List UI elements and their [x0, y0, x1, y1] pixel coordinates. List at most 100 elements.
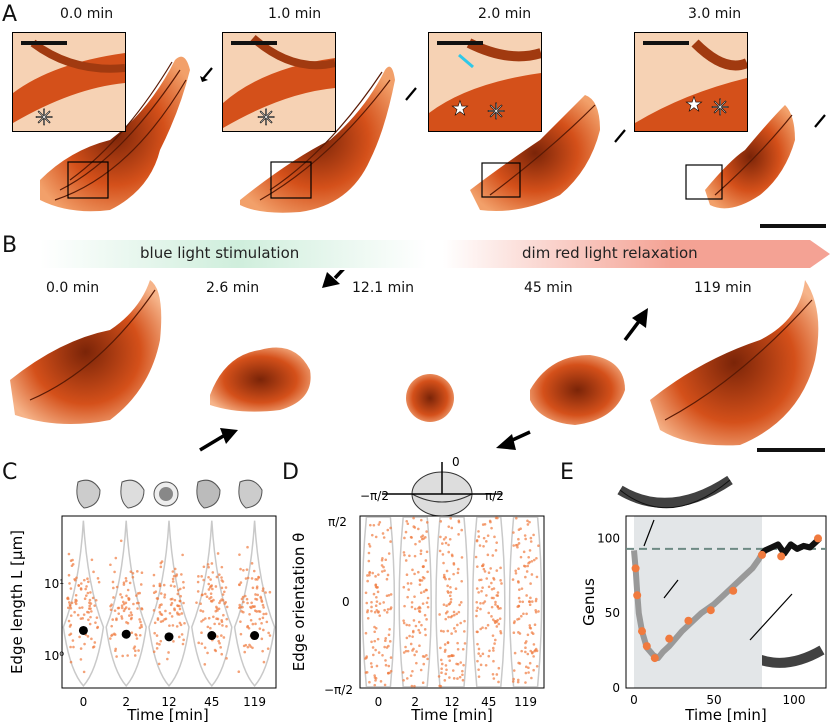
panel-d-point [483, 570, 487, 573]
panel-d-point [383, 645, 386, 649]
panel-d-point [517, 567, 520, 571]
panel-d-point [452, 561, 456, 565]
panel-c-point [182, 580, 185, 584]
panel-d-point [478, 544, 482, 547]
panel-d-point [529, 540, 533, 543]
panel-d-point [370, 600, 373, 604]
panel-d-point [529, 626, 533, 630]
panel-d-point [526, 564, 530, 568]
panel-b-cell-1 [210, 347, 311, 412]
panel-d-point [366, 579, 369, 583]
panel-d-violin-0 [361, 516, 396, 688]
panel-d-point [484, 626, 488, 630]
panel-d-point [383, 683, 387, 687]
panel-c-point [209, 626, 212, 630]
panel-c-point [82, 670, 86, 674]
panel-d-point [474, 555, 478, 559]
panel-d-point [442, 630, 445, 633]
panel-d-point [498, 617, 502, 620]
panel-d-point [535, 649, 539, 653]
panel-d-point [423, 613, 427, 617]
panel-c-point [138, 633, 142, 637]
panel-d-point [517, 542, 521, 545]
panel-d-point [489, 567, 492, 570]
panel-d-point [424, 633, 427, 637]
panel-c-point [68, 633, 71, 637]
panel-d-point [420, 623, 423, 627]
panel-c-point [92, 570, 95, 574]
panel-d-point [382, 601, 385, 604]
panel-d-point [444, 577, 447, 581]
panel-d-point [526, 633, 530, 637]
panel-c-xtick-2: 12 [161, 695, 176, 709]
panel-d-point [463, 619, 466, 623]
panel-d-point [496, 604, 499, 608]
panel-d-point [441, 542, 444, 545]
panel-d-xtick-0: 0 [375, 695, 383, 709]
panel-c-point [202, 565, 206, 569]
panel-c-xtick-3: 45 [204, 695, 219, 709]
panel-d-point [443, 643, 447, 646]
panel-d-point [366, 616, 370, 620]
panel-d-point [425, 530, 428, 533]
panel-d-point [477, 535, 481, 538]
panel-c-point [241, 595, 245, 599]
panel-c-point [81, 617, 84, 620]
panel-c-point [254, 578, 257, 581]
panel-d-point [370, 533, 374, 537]
panel-d-point [417, 570, 420, 574]
panel-c-point [250, 577, 254, 580]
panel-c-point [138, 618, 141, 621]
panel-d-point [413, 572, 416, 576]
panel-c-point [97, 580, 101, 584]
panel-d-point [524, 665, 528, 669]
panel-d-point [422, 576, 426, 580]
panel-c-point [261, 649, 264, 653]
panel-d-point [512, 544, 516, 547]
panel-c-point [155, 597, 159, 600]
panel-c-point [200, 642, 204, 645]
panel-c-point [134, 633, 137, 636]
panel-c-point [225, 605, 229, 609]
panel-c-point [95, 616, 99, 619]
panel-c-point [114, 556, 118, 560]
panel-c-point [121, 654, 124, 658]
panel-c-point [249, 605, 252, 609]
panel-d-point [364, 657, 367, 660]
panel-c-point [197, 575, 200, 578]
panel-d-point [444, 672, 448, 676]
panel-d-point [456, 571, 460, 575]
panel-c-point [248, 643, 251, 647]
panel-c-point [111, 633, 114, 637]
panel-d-point [487, 654, 491, 658]
panel-c-point [129, 611, 133, 614]
panel-d-point [414, 624, 418, 628]
panel-d-point [444, 541, 448, 545]
panel-d-point [378, 614, 382, 617]
panel-a-box-0 [67, 161, 109, 199]
panel-c-point [246, 576, 250, 580]
panel-c-point [258, 617, 262, 621]
panel-c-point [162, 583, 166, 587]
panel-c-point [220, 579, 224, 582]
panel-d-point [412, 619, 416, 622]
panel-c-point [69, 559, 73, 562]
panel-c-point [213, 648, 217, 652]
panel-c-point [115, 617, 118, 620]
panel-d-point [475, 609, 479, 613]
panel-e-ytick-0: 0 [612, 681, 620, 695]
panel-c-point [68, 582, 71, 585]
panel-d-point [460, 528, 464, 532]
panel-d-point [523, 534, 527, 537]
svg-text:✳: ✳ [35, 106, 53, 131]
panel-d-point [442, 603, 446, 606]
panel-c-point [70, 601, 74, 605]
panel-d-point [413, 607, 417, 611]
panel-d-point [426, 605, 430, 609]
panel-d-point [461, 669, 464, 673]
panel-c-point [153, 631, 156, 635]
panel-c-point [116, 606, 120, 610]
panel-d-point [530, 631, 534, 634]
panel-d-point [368, 545, 372, 548]
panel-d-point [457, 520, 461, 524]
